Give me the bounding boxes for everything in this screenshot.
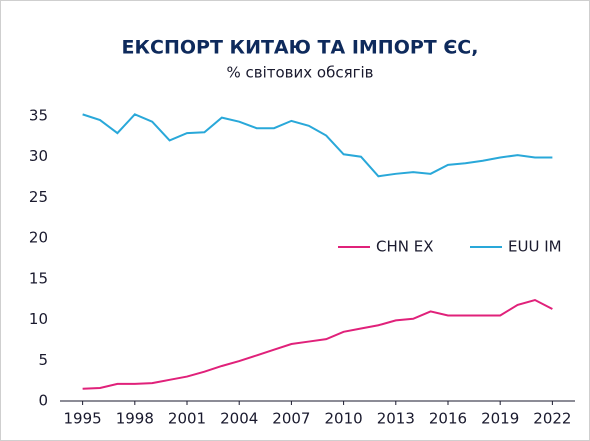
chart-subtitle: % світових обсягів <box>226 64 373 82</box>
x-tick-label: 2016 <box>429 410 467 428</box>
chart-title: ЕКСПОРТ КИТАЮ ТА ІМПОРТ ЄС, <box>122 37 479 59</box>
y-tick-label: 5 <box>38 351 48 369</box>
x-tick-label: 1995 <box>64 410 102 428</box>
legend-label: CHN EX <box>376 238 434 256</box>
series-line <box>82 298 553 390</box>
x-tick-label: 2001 <box>168 410 206 428</box>
y-tick-label: 0 <box>38 392 48 410</box>
y-tick-label: 10 <box>29 310 48 328</box>
x-tick-label: 2022 <box>533 410 571 428</box>
x-tick-label: 2019 <box>481 410 519 428</box>
x-tick-label: 2007 <box>272 410 310 428</box>
x-tick-label: 2010 <box>325 410 363 428</box>
x-tick-label: 2004 <box>220 410 258 428</box>
y-tick-label: 30 <box>29 147 48 165</box>
y-tick-label: 25 <box>29 188 48 206</box>
x-tick-label: 1998 <box>116 410 154 428</box>
series-line <box>82 113 553 178</box>
y-tick-label: 35 <box>29 107 48 125</box>
x-tick-label: 2013 <box>377 410 415 428</box>
legend-label: EUU IM <box>508 238 562 256</box>
y-tick-label: 20 <box>29 229 48 247</box>
y-tick-label: 15 <box>29 269 48 287</box>
